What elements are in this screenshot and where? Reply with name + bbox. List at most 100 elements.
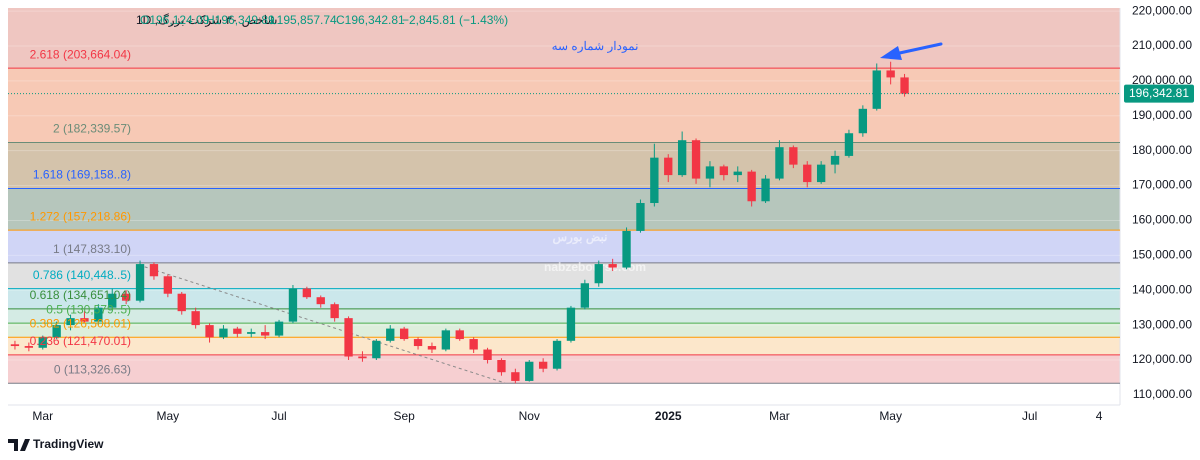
y-tick-label: 160,000.00 bbox=[1132, 213, 1192, 227]
x-tick-label: Mar bbox=[769, 409, 790, 423]
candle-body bbox=[10, 344, 20, 347]
candle-body bbox=[38, 337, 47, 348]
fib-label: 0.236 (121,470.01) bbox=[30, 334, 131, 348]
candle-body bbox=[789, 147, 798, 165]
fib-label: 0.5 (130,579..5) bbox=[46, 302, 131, 316]
candle-body bbox=[705, 166, 715, 179]
candle-body bbox=[650, 157, 659, 204]
y-tick-label: 200,000.00 bbox=[1132, 73, 1192, 87]
y-tick-label: 130,000.00 bbox=[1132, 317, 1192, 331]
candle-body bbox=[636, 203, 645, 231]
x-tick-label: 4 bbox=[1096, 409, 1103, 423]
candle-body bbox=[775, 147, 784, 179]
candle-body bbox=[372, 340, 381, 359]
ohlc-close: C196,342.81 bbox=[336, 13, 405, 27]
candle-body bbox=[302, 288, 312, 298]
fib-zone bbox=[8, 354, 1120, 384]
fib-label: 0.382 (126,508.01) bbox=[30, 316, 131, 330]
fib-zone bbox=[8, 308, 1120, 324]
y-tick-label: 180,000.00 bbox=[1132, 143, 1192, 157]
fib-top-zone bbox=[8, 8, 1120, 69]
x-tick-label: Jul bbox=[1022, 409, 1037, 423]
candle-body bbox=[886, 70, 895, 78]
ohlc-change: −2,845.81 (−1.43%) bbox=[402, 13, 508, 27]
candle-body bbox=[135, 264, 145, 301]
candle-body bbox=[441, 330, 451, 350]
candle-body bbox=[316, 297, 325, 305]
brand-logo bbox=[8, 439, 30, 451]
candle-body bbox=[399, 328, 409, 340]
candle-body bbox=[761, 178, 770, 202]
fib-zone bbox=[8, 230, 1120, 263]
candle-body bbox=[177, 293, 186, 312]
trend-line bbox=[138, 264, 506, 384]
candle-body bbox=[427, 346, 437, 350]
candle-body bbox=[900, 77, 909, 94]
fib-zone bbox=[8, 142, 1120, 189]
x-tick-label: Mar bbox=[32, 409, 53, 423]
candle-body bbox=[80, 318, 89, 322]
y-tick-label: 220,000.00 bbox=[1132, 3, 1192, 17]
candle-body bbox=[830, 155, 840, 165]
candle-body bbox=[511, 372, 520, 381]
fib-zone bbox=[8, 262, 1120, 289]
candle-body bbox=[844, 133, 854, 156]
candle-body bbox=[594, 264, 603, 284]
candle-body bbox=[538, 361, 548, 369]
candle-body bbox=[525, 361, 534, 381]
candle-body bbox=[872, 70, 881, 109]
candle-body bbox=[664, 157, 673, 176]
candle-body bbox=[121, 293, 131, 301]
fib-zone bbox=[8, 337, 1120, 355]
ohlc-open: O196,124.09 bbox=[140, 13, 210, 27]
candle-body bbox=[149, 264, 159, 277]
candle-body bbox=[733, 171, 742, 176]
candle-body bbox=[580, 283, 590, 308]
y-tick-label: 140,000.00 bbox=[1132, 282, 1192, 296]
y-tick-label: 170,000.00 bbox=[1132, 178, 1192, 192]
symbol: شاخص ۳۰ شرکت بزرگ, 1D bbox=[136, 13, 277, 27]
fib-label: 2 (182,339.57) bbox=[53, 122, 131, 136]
candle-body bbox=[566, 307, 576, 341]
candle-body bbox=[552, 340, 562, 369]
fib-label: 1.618 (169,158..8) bbox=[33, 168, 131, 182]
candle-body bbox=[747, 171, 756, 202]
candle-body bbox=[52, 325, 61, 338]
brand: TradingView bbox=[33, 437, 104, 451]
candle-body bbox=[219, 328, 228, 338]
candle-body bbox=[483, 349, 492, 360]
candle-body bbox=[108, 293, 117, 308]
candle-body bbox=[233, 328, 242, 334]
y-tick-label: 150,000.00 bbox=[1132, 248, 1192, 262]
arrow-shaft bbox=[893, 42, 943, 56]
fib-zone bbox=[8, 288, 1120, 309]
price-tag-label: 196,342.81 bbox=[1129, 86, 1189, 100]
fib-zone bbox=[8, 188, 1120, 231]
x-tick-label: Jul bbox=[271, 409, 286, 423]
candle-body bbox=[816, 164, 826, 183]
x-tick-label: May bbox=[157, 409, 180, 423]
fib-label: 0.618 (134,651.04) bbox=[30, 288, 131, 302]
fib-label: 1 (147,833.10) bbox=[53, 242, 131, 256]
candle-body bbox=[191, 311, 200, 326]
candle-body bbox=[247, 332, 256, 334]
y-tick-label: 190,000.00 bbox=[1132, 108, 1192, 122]
candle-body bbox=[205, 325, 214, 338]
candle-body bbox=[386, 328, 395, 341]
fib-zone bbox=[8, 68, 1120, 143]
candle-body bbox=[719, 166, 729, 176]
fib-label: 1.272 (157,218.86) bbox=[30, 209, 131, 223]
y-tick-label: 110,000.00 bbox=[1133, 387, 1192, 401]
candle-body bbox=[330, 304, 339, 319]
candle-body bbox=[858, 108, 868, 134]
fib-label: 2.618 (203,664.04) bbox=[30, 47, 131, 61]
candle-body bbox=[677, 140, 687, 176]
candle-body bbox=[608, 264, 617, 268]
x-tick-label: 2025 bbox=[655, 409, 682, 423]
candle-body bbox=[497, 359, 506, 373]
x-tick-label: Sep bbox=[393, 409, 415, 423]
annotation: نمودار شماره سه bbox=[552, 39, 639, 53]
candle-body bbox=[469, 339, 478, 350]
candle-body bbox=[413, 339, 423, 347]
